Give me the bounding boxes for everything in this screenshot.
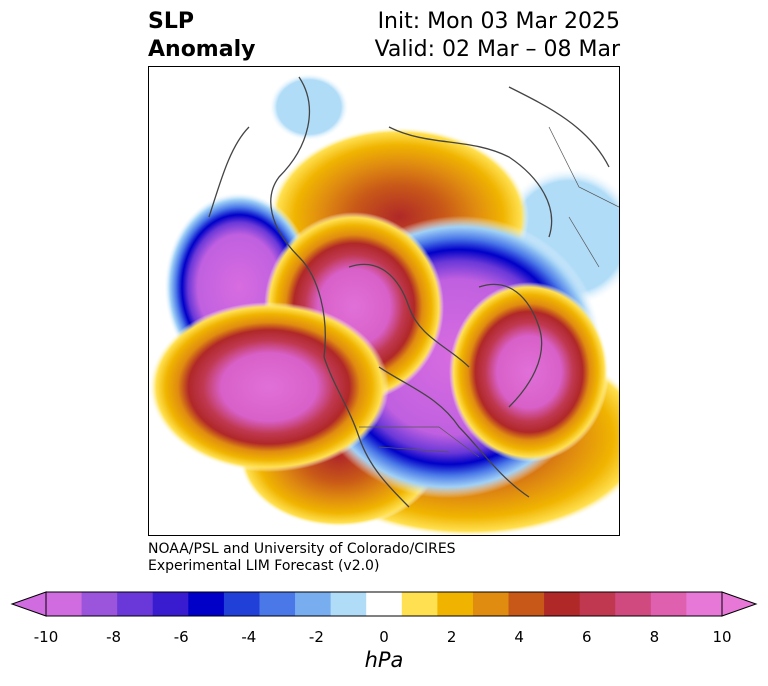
- anomaly-map: [149, 73, 619, 535]
- colorbar-tick-label: 10: [712, 628, 732, 646]
- colorbar-left-arrow: [10, 591, 47, 617]
- colorbar-segment: [117, 592, 154, 616]
- colorbar-tick-label: -10: [33, 628, 59, 646]
- colorbar-segment: [330, 592, 367, 616]
- colorbar-segment: [223, 592, 260, 616]
- colorbar-tick-label: 2: [446, 628, 457, 646]
- colorbar-tick-label: -4: [241, 628, 257, 646]
- colorbar-segments: [46, 592, 723, 616]
- colorbar-segment: [579, 592, 616, 616]
- coastlines: [208, 76, 610, 508]
- credit: NOAA/PSL and University of Colorado/CIRE…: [148, 541, 456, 575]
- title-left: SLP Anomaly: [148, 8, 255, 64]
- anomaly-high-southwest: [149, 302, 389, 472]
- valid-range: Valid: 02 Mar – 08 Mar: [374, 37, 620, 62]
- colorbar-segment: [472, 592, 510, 616]
- init-date: Init: Mon 03 Mar 2025: [377, 9, 620, 34]
- colorbar-segment: [295, 592, 332, 616]
- colorbar-segment: [81, 592, 118, 616]
- colorbar-segment: [188, 592, 225, 616]
- colorbar-segment: [650, 592, 687, 616]
- colorbar-tick-label: 0: [379, 628, 389, 646]
- colorbar-tick-label: -6: [173, 628, 189, 646]
- colorbar-segment: [437, 592, 474, 616]
- colorbar-segment: [366, 592, 403, 616]
- colorbar-segment: [401, 592, 438, 616]
- title-right: Init: Mon 03 Mar 2025 Valid: 02 Mar – 08…: [375, 8, 620, 64]
- borders: [359, 126, 619, 458]
- title-quantity: Anomaly: [148, 37, 256, 62]
- colorbar-segment: [46, 592, 83, 616]
- colorbar-tick-label: -8: [106, 628, 122, 646]
- colorbar-segment: [259, 592, 296, 616]
- colorbar-ticks: -10 -8 -6 -4 -2 0 2 4 6 8 10: [0, 628, 768, 648]
- colorbar-tick-label: 4: [514, 628, 524, 646]
- colorbar-segment: [686, 592, 723, 616]
- colorbar-unit: hPa: [364, 648, 404, 672]
- colorbar-tick-label: 8: [649, 628, 660, 646]
- credit-line-1: NOAA/PSL and University of Colorado/CIRE…: [148, 541, 456, 557]
- colorbar-tick-label: 6: [582, 628, 592, 646]
- colorbar-segment: [615, 592, 652, 616]
- anomaly-high-east: [449, 282, 609, 462]
- title-variable: SLP: [148, 9, 194, 34]
- colorbar-right-arrow: [721, 591, 758, 617]
- map-panel: [148, 66, 620, 536]
- colorbar-segment: [508, 592, 545, 616]
- credit-line-2: Experimental LIM Forecast (v2.0): [148, 558, 380, 574]
- colorbar-tick-label: -2: [308, 628, 324, 646]
- colorbar-segment: [152, 592, 189, 616]
- colorbar-outline: [45, 591, 723, 617]
- colorbar: [10, 591, 758, 617]
- colorbar-segment: [544, 592, 581, 616]
